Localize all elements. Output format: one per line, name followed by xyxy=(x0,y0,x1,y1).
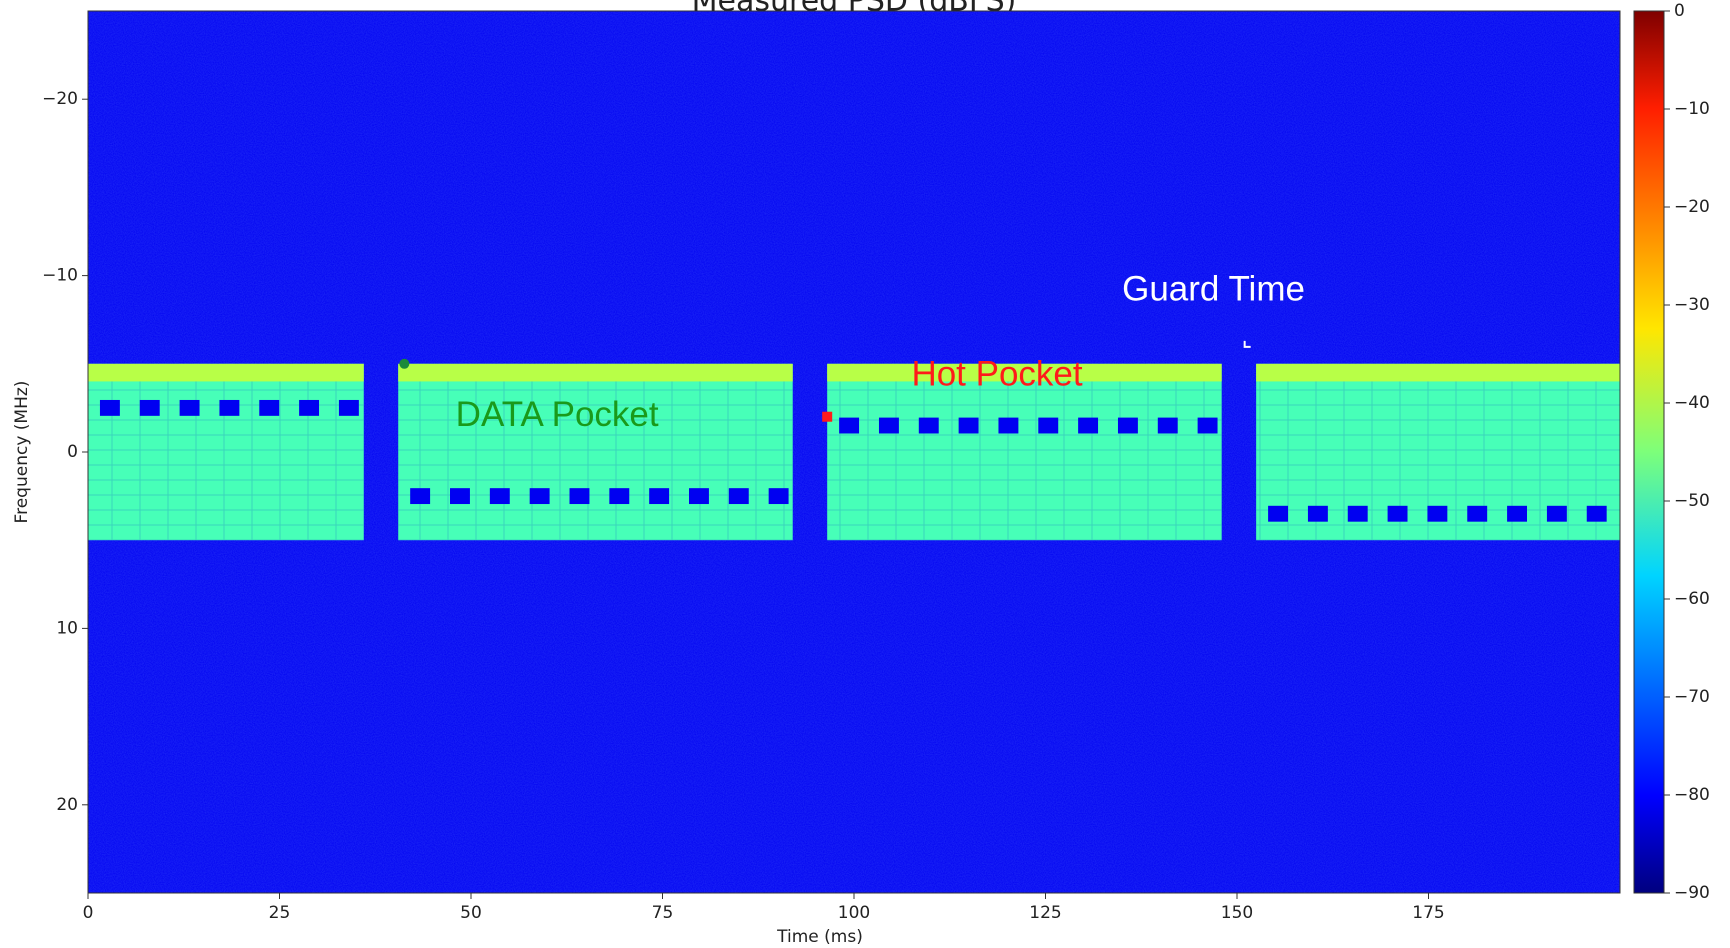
pilot-block xyxy=(649,488,670,505)
pilot-block xyxy=(1268,505,1289,522)
colorbar-tick-label: −80 xyxy=(1674,785,1710,805)
burst-edge xyxy=(1256,363,1620,382)
colorbar-tick-label: −70 xyxy=(1674,687,1710,707)
pilot-block xyxy=(1387,505,1408,522)
colorbar xyxy=(1633,10,1665,894)
y-tick-label: −20 xyxy=(42,89,78,109)
pilot-block xyxy=(1157,417,1178,434)
pilot-block xyxy=(1117,417,1138,434)
pilot-block xyxy=(878,417,899,434)
burst-cells xyxy=(88,363,364,541)
annotation-marker xyxy=(822,411,833,422)
pilot-block xyxy=(450,488,470,505)
pilot-block xyxy=(1307,505,1328,522)
pilot-block xyxy=(1038,417,1059,434)
y-tick-label: 10 xyxy=(56,618,78,638)
x-tick-label: 25 xyxy=(269,903,291,923)
annotation-marker xyxy=(399,358,410,369)
colorbar-tick-label: −10 xyxy=(1674,99,1710,119)
colorbar-tick-label: −20 xyxy=(1674,197,1710,217)
burst-edge xyxy=(827,363,1222,382)
y-axis-label: Frequency (MHz) xyxy=(12,381,32,524)
x-tick-label: 100 xyxy=(838,903,870,923)
burst-cells xyxy=(827,363,1222,541)
x-tick-label: 75 xyxy=(652,903,674,923)
pilot-block xyxy=(728,488,749,505)
pilot-block xyxy=(998,417,1019,434)
pilot-block xyxy=(179,399,200,416)
pilot-block xyxy=(1467,505,1488,522)
pilot-block xyxy=(958,417,979,434)
pilot-block xyxy=(99,399,120,416)
burst-edge xyxy=(88,363,364,382)
pilot-block xyxy=(1347,505,1368,522)
pilot-block xyxy=(1546,505,1567,522)
x-tick-label: 0 xyxy=(83,903,94,923)
pilot-block xyxy=(569,488,590,505)
pilot-block xyxy=(299,399,320,416)
pilot-block xyxy=(1586,505,1607,522)
pilot-block xyxy=(1427,505,1448,522)
pilot-block xyxy=(1197,417,1218,434)
pilot-block xyxy=(338,399,359,416)
annotation-marker xyxy=(1243,340,1251,348)
y-tick-label: −10 xyxy=(42,266,78,286)
x-tick-label: 175 xyxy=(1412,903,1444,923)
colorbar-tick-label: 0 xyxy=(1674,1,1685,21)
pilot-block xyxy=(1507,505,1528,522)
colorbar-tick-label: −60 xyxy=(1674,589,1710,609)
x-tick-label: 50 xyxy=(460,903,482,923)
pilot-block xyxy=(839,417,860,434)
colorbar-tick-label: −90 xyxy=(1674,883,1710,903)
pilot-block xyxy=(918,417,939,434)
plot-area xyxy=(88,11,1620,893)
pilot-block xyxy=(489,488,510,505)
y-tick-label: 20 xyxy=(56,795,78,815)
burst-edge xyxy=(398,363,793,382)
pilot-block xyxy=(689,488,709,505)
x-tick-label: 125 xyxy=(1029,903,1061,923)
pilot-block xyxy=(410,488,431,505)
pilot-block xyxy=(609,488,630,505)
colorbar-tick-label: −50 xyxy=(1674,491,1710,511)
pilot-block xyxy=(768,488,789,505)
colorbar-tick-label: −40 xyxy=(1674,393,1710,413)
annotation: DATA Pocket xyxy=(456,395,659,434)
burst-cells xyxy=(398,363,793,541)
pilot-block xyxy=(219,399,240,416)
annotation: Guard Time xyxy=(1122,270,1305,309)
pilot-block xyxy=(1078,417,1099,434)
pilot-block xyxy=(529,488,550,505)
colorbar-tick-label: −30 xyxy=(1674,295,1710,315)
x-tick-label: 150 xyxy=(1221,903,1253,923)
annotation: Hot Pocket xyxy=(911,354,1082,393)
x-axis-label: Time (ms) xyxy=(776,927,863,947)
pilot-block xyxy=(139,399,160,416)
pilot-block xyxy=(259,399,280,416)
y-tick-label: 0 xyxy=(67,442,78,462)
